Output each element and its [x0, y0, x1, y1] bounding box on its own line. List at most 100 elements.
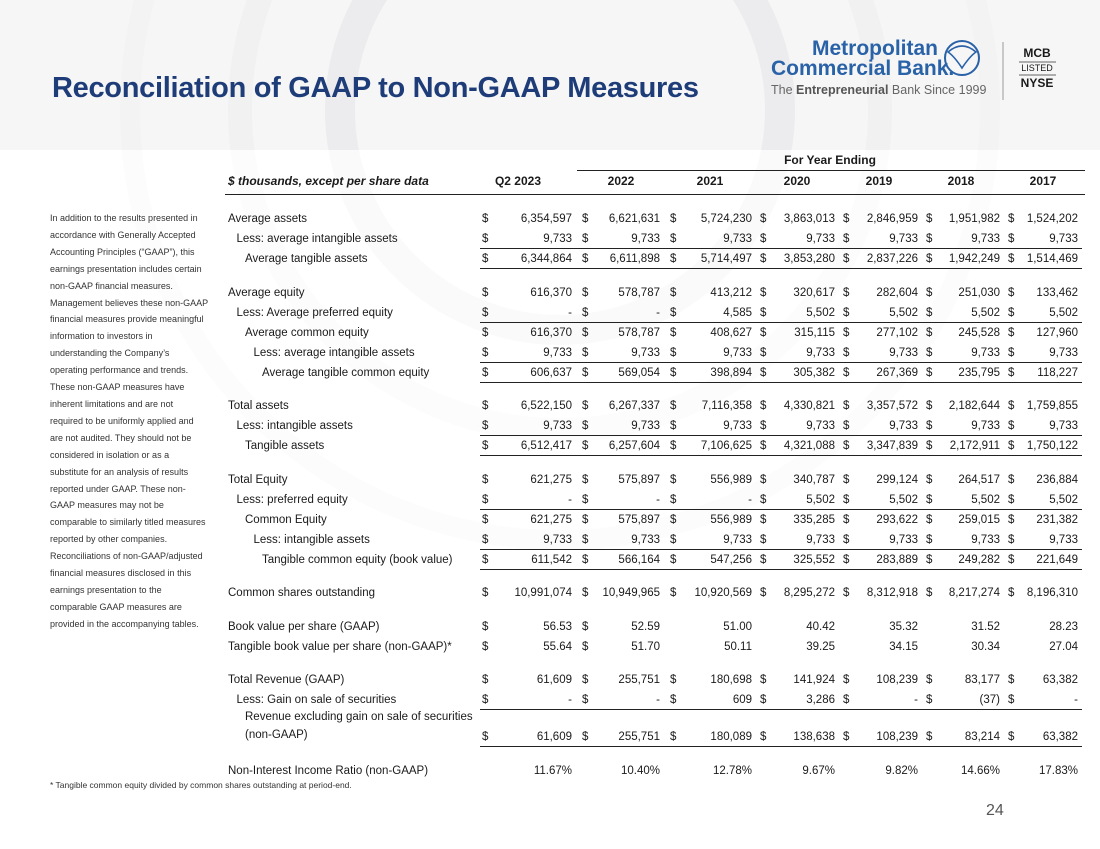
cell-value: 63,382 [1042, 674, 1078, 686]
eagle-icon [944, 40, 980, 76]
currency-symbol: $ [670, 533, 677, 546]
cell-value: 11.67% [533, 764, 572, 777]
cell-value: 8,295,272 [783, 587, 835, 599]
currency-symbol: $ [670, 473, 677, 486]
currency-symbol: $ [760, 306, 767, 319]
tagline-text: Bank Since 1999 [891, 83, 987, 97]
cell-value: 50.11 [724, 640, 752, 653]
cell-value: 231,382 [1036, 513, 1078, 526]
cell-value: 408,627 [710, 326, 752, 339]
cell-value: 9,733 [971, 346, 1000, 359]
currency-symbol: $ [670, 674, 677, 686]
currency-symbol: $ [1008, 213, 1015, 225]
currency-symbol: $ [760, 346, 767, 359]
cell-value: 2,846,959 [866, 213, 918, 225]
cell-value: 28.23 [1049, 620, 1078, 633]
cell-value: 277,102 [876, 326, 918, 339]
cell-value: 9,733 [723, 346, 752, 359]
cell-value: 9,733 [723, 533, 752, 546]
currency-symbol: $ [843, 306, 850, 319]
row-label: Total Revenue (GAAP) [228, 674, 345, 686]
cell-value: 547,256 [710, 553, 752, 566]
cell-value: - [568, 306, 572, 319]
currency-symbol: $ [482, 620, 489, 633]
cell-value: 1,524,202 [1026, 213, 1078, 225]
currency-symbol: $ [926, 400, 933, 412]
currency-symbol: $ [582, 346, 589, 359]
header-rule [225, 194, 1085, 195]
currency-symbol: $ [670, 346, 677, 359]
cell-value: 108,239 [876, 731, 918, 743]
cell-value: 578,787 [618, 326, 660, 339]
currency-symbol: $ [843, 326, 850, 339]
row-label: Total assets [228, 400, 289, 412]
cell-value: 575,897 [618, 473, 660, 486]
currency-symbol: $ [670, 326, 677, 339]
currency-symbol: $ [582, 213, 589, 225]
row-label: Tangible assets [245, 440, 325, 452]
currency-symbol: $ [670, 694, 677, 706]
column-header: 2018 [947, 174, 975, 188]
cell-value: 611,542 [531, 553, 572, 566]
currency-symbol: $ [1008, 493, 1015, 506]
currency-symbol: $ [760, 731, 767, 743]
cell-value: 259,015 [958, 513, 1000, 526]
currency-symbol: $ [482, 286, 489, 299]
currency-symbol: $ [1008, 420, 1015, 432]
unit-label: $ thousands, except per share data [228, 174, 429, 188]
currency-symbol: $ [926, 213, 933, 225]
badge-ticker: MCB [1023, 46, 1051, 60]
row-label: Average equity [228, 286, 305, 299]
cell-value: 9,733 [543, 233, 572, 245]
cell-value: 283,889 [876, 553, 918, 566]
cell-value: 9,733 [806, 346, 835, 359]
currency-symbol: $ [482, 306, 489, 319]
currency-symbol: $ [582, 640, 589, 653]
currency-symbol: $ [582, 694, 589, 706]
cell-value: 236,884 [1036, 473, 1078, 486]
currency-symbol: $ [482, 533, 489, 546]
content-area [0, 150, 1100, 849]
cell-value: 9,733 [723, 233, 752, 245]
cell-value: 5,502 [806, 306, 835, 319]
cell-value: 9,733 [1049, 346, 1078, 359]
currency-symbol: $ [582, 253, 589, 265]
currency-symbol: $ [1008, 346, 1015, 359]
cell-value: 9,733 [631, 420, 660, 432]
currency-symbol: $ [926, 440, 933, 452]
currency-symbol: $ [760, 694, 767, 706]
cell-value: 10,920,569 [694, 587, 752, 599]
currency-symbol: $ [582, 286, 589, 299]
cell-value: 31.52 [971, 620, 1000, 633]
currency-symbol: $ [670, 253, 677, 265]
currency-symbol: $ [760, 674, 767, 686]
currency-symbol: $ [926, 731, 933, 743]
currency-symbol: $ [1008, 440, 1015, 452]
cell-value: 6,522,150 [520, 400, 572, 412]
cell-value: 9.82% [885, 764, 918, 777]
currency-symbol: $ [670, 213, 677, 225]
currency-symbol: $ [843, 213, 850, 225]
cell-value: 4,585 [723, 306, 752, 319]
currency-symbol: $ [926, 253, 933, 265]
currency-symbol: $ [843, 233, 850, 245]
currency-symbol: $ [1008, 233, 1015, 245]
currency-symbol: $ [843, 493, 850, 506]
currency-symbol: $ [760, 420, 767, 432]
cell-value: 264,517 [958, 473, 1000, 486]
row-label: Common shares outstanding [228, 587, 376, 599]
currency-symbol: $ [760, 326, 767, 339]
row-rule [480, 548, 1082, 550]
cell-value: 4,330,821 [783, 400, 835, 412]
cell-value: 5,502 [1049, 306, 1078, 319]
cell-value: 9,733 [971, 233, 1000, 245]
cell-value: 9,733 [631, 533, 660, 546]
currency-symbol: $ [926, 587, 933, 599]
cell-value: 282,604 [876, 286, 918, 299]
row-rule [480, 248, 1082, 249]
row-label: Less: Average preferred equity [236, 306, 393, 319]
currency-symbol: $ [843, 286, 850, 299]
logo-tagline: The Entrepreneurial Bank Since 1999 [771, 83, 986, 97]
cell-value: 10,949,965 [602, 587, 660, 599]
currency-symbol: $ [482, 213, 489, 225]
